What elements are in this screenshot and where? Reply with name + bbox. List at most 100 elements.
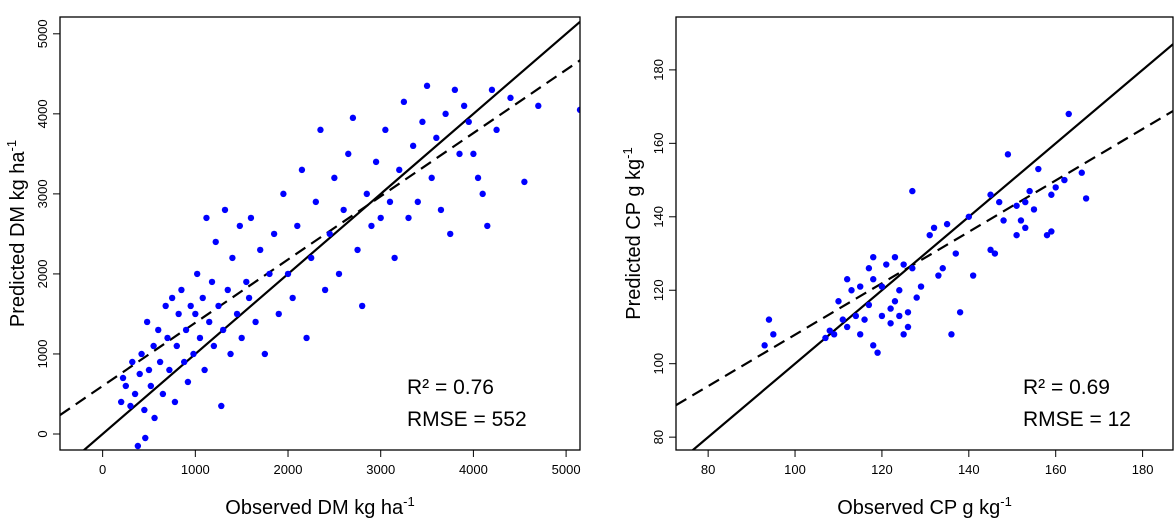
x-tick-label: 5000 bbox=[552, 462, 581, 477]
point bbox=[943, 220, 951, 228]
point bbox=[1004, 151, 1012, 158]
point bbox=[270, 230, 278, 238]
point bbox=[382, 126, 389, 134]
point bbox=[166, 366, 173, 374]
y-axis-label: Predicted CP g kg-1 bbox=[620, 147, 645, 319]
point bbox=[171, 398, 179, 406]
point bbox=[1030, 206, 1038, 213]
point bbox=[861, 316, 868, 323]
fit-line bbox=[60, 59, 580, 416]
y-tick-label: 4000 bbox=[35, 99, 50, 128]
point bbox=[340, 206, 347, 214]
point bbox=[1048, 191, 1055, 198]
point bbox=[307, 254, 315, 262]
point bbox=[187, 302, 194, 310]
annotation: RMSE = 552 bbox=[407, 408, 527, 431]
point bbox=[159, 390, 167, 398]
y-axis-label: Predicted DM kg ha-1 bbox=[4, 140, 29, 327]
x-tick-label: 2000 bbox=[274, 462, 303, 477]
x-axis-label: Observed DM kg ha-1 bbox=[225, 494, 414, 519]
point bbox=[275, 310, 282, 318]
fit-line bbox=[676, 110, 1173, 407]
point bbox=[900, 261, 907, 268]
point bbox=[447, 230, 454, 238]
point bbox=[266, 270, 273, 278]
x-tick-label: 0 bbox=[99, 462, 106, 477]
points bbox=[761, 110, 1090, 356]
point bbox=[136, 370, 143, 378]
x-axis-label-sup: -1 bbox=[403, 494, 415, 509]
point bbox=[765, 316, 773, 323]
point bbox=[368, 222, 375, 230]
point bbox=[201, 366, 208, 374]
point bbox=[474, 174, 482, 182]
y-tick-label: 2000 bbox=[35, 259, 50, 288]
point bbox=[865, 301, 873, 309]
point bbox=[358, 302, 366, 310]
point bbox=[257, 246, 264, 254]
point bbox=[887, 320, 894, 327]
reference-lines bbox=[60, 20, 580, 450]
point bbox=[493, 126, 500, 134]
point bbox=[865, 265, 873, 272]
point bbox=[1013, 231, 1020, 239]
x-tick-label: 1000 bbox=[181, 462, 210, 477]
point bbox=[891, 253, 899, 261]
point bbox=[1082, 195, 1090, 202]
point bbox=[830, 331, 838, 338]
point bbox=[1026, 187, 1033, 195]
point bbox=[852, 312, 860, 320]
point bbox=[129, 358, 136, 366]
point bbox=[212, 238, 219, 246]
plot-frame bbox=[59, 16, 581, 451]
point bbox=[822, 334, 829, 342]
y-tick-label: 180 bbox=[651, 59, 666, 81]
point bbox=[203, 214, 210, 222]
point bbox=[883, 261, 890, 268]
point bbox=[1061, 176, 1068, 184]
point bbox=[521, 178, 528, 186]
point bbox=[419, 118, 426, 126]
point bbox=[948, 331, 955, 338]
y-tick-label: 120 bbox=[651, 279, 666, 301]
point bbox=[227, 350, 234, 358]
point bbox=[190, 350, 197, 358]
x-axis-label-text: Observed CP g kg bbox=[837, 497, 1000, 519]
point bbox=[181, 358, 188, 366]
point bbox=[874, 349, 881, 356]
point bbox=[1022, 198, 1029, 206]
x-tick-label: 140 bbox=[958, 462, 980, 477]
annotation: R² = 0.69 bbox=[1023, 376, 1110, 399]
point bbox=[1017, 217, 1025, 224]
point bbox=[134, 442, 142, 450]
y-tick-label: 1000 bbox=[35, 339, 50, 368]
point bbox=[904, 323, 912, 331]
x-tick-label: 160 bbox=[1045, 462, 1067, 477]
point bbox=[442, 110, 449, 118]
point bbox=[987, 191, 994, 198]
point bbox=[142, 434, 149, 442]
y-axis-label-sup: -1 bbox=[620, 147, 635, 159]
point bbox=[878, 283, 886, 290]
point bbox=[414, 198, 421, 206]
point bbox=[372, 158, 380, 166]
point bbox=[857, 283, 864, 290]
point bbox=[156, 358, 164, 366]
point bbox=[535, 102, 542, 110]
point bbox=[127, 402, 134, 410]
point bbox=[891, 298, 899, 305]
point bbox=[1022, 224, 1029, 232]
point bbox=[887, 305, 894, 312]
point bbox=[196, 334, 204, 342]
point bbox=[294, 222, 301, 230]
identity-line bbox=[82, 20, 580, 450]
plot-frame bbox=[675, 16, 1174, 451]
point bbox=[162, 302, 169, 310]
point bbox=[488, 86, 496, 94]
point bbox=[193, 270, 201, 278]
y-tick-label: 80 bbox=[651, 430, 666, 444]
point bbox=[909, 187, 916, 195]
point bbox=[143, 318, 151, 326]
point bbox=[199, 294, 206, 302]
point bbox=[386, 198, 394, 206]
